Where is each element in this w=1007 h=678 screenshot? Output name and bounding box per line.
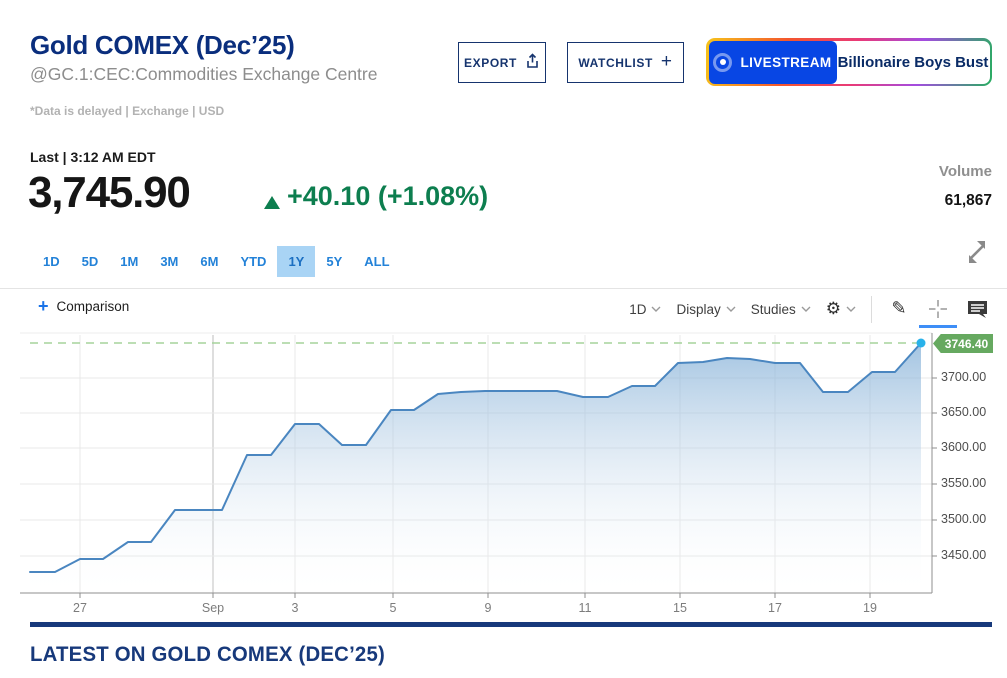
page-title: Gold COMEX (Dec’25) (30, 30, 295, 60)
last-price: 3,745.90 (28, 168, 191, 217)
fullscreen-expand-icon[interactable] (963, 238, 991, 266)
x-axis-label: 17 (768, 601, 782, 615)
range-tab-all[interactable]: ALL (364, 254, 390, 269)
data-delay-note: *Data is delayed | Exchange | USD (30, 104, 225, 118)
range-tab-bar: 1D 5D 1M 3M 6M YTD 1Y 5Y ALL (32, 246, 401, 277)
watchlist-button-label: WATCHLIST (578, 55, 653, 70)
range-tab-5d[interactable]: 5D (81, 254, 99, 269)
studies-dropdown[interactable]: Studies (751, 302, 811, 317)
x-axis-label: 15 (673, 601, 687, 615)
add-comparison-button[interactable]: + Comparison (38, 297, 129, 315)
comments-button[interactable] (965, 297, 989, 321)
range-tab-3m[interactable]: 3M (160, 254, 179, 269)
y-axis-label: 3500.00 (941, 512, 987, 526)
x-axis-label: 27 (73, 601, 87, 615)
volume-value: 61,867 (944, 192, 992, 209)
section-rule (30, 622, 992, 627)
range-tab-ytd[interactable]: YTD (240, 254, 267, 269)
x-axis-label: Sep (201, 601, 225, 615)
display-label: Display (676, 301, 721, 317)
volume-label: Volume (938, 163, 992, 180)
chevron-down-icon (651, 306, 661, 312)
export-icon (525, 53, 540, 72)
up-arrow-icon (264, 196, 280, 209)
range-tab-1m[interactable]: 1M (120, 254, 139, 269)
section-heading: LATEST ON GOLD COMEX (DEC’25) (30, 643, 385, 666)
range-tab-6m[interactable]: 6M (200, 254, 219, 269)
interval-dropdown[interactable]: 1D (629, 302, 661, 317)
live-radio-icon (713, 52, 733, 72)
export-button[interactable]: EXPORT (458, 42, 546, 83)
watchlist-button[interactable]: WATCHLIST + (567, 42, 684, 83)
y-axis-label: 3550.00 (941, 476, 987, 490)
price-chart[interactable] (0, 330, 1007, 620)
interval-value: 1D (629, 301, 647, 317)
current-price-badge: 3746.40 (933, 334, 993, 353)
plus-icon: + (660, 50, 673, 72)
display-dropdown[interactable]: Display (676, 301, 736, 317)
price-chart-panel: 3746.40 3700.00 3650.00 3600.00 3550.00 3500… (0, 330, 1007, 620)
livestream-label: LIVESTREAM (740, 54, 832, 70)
export-button-label: EXPORT (464, 55, 517, 70)
last-timestamp: Last | 3:12 AM EDT (30, 149, 156, 165)
comment-icon (967, 300, 987, 318)
x-axis-label: 3 (291, 601, 299, 615)
crosshair-icon (929, 300, 947, 318)
x-axis-label: 9 (484, 601, 492, 615)
price-change: +40.10 (+1.08%) (287, 181, 489, 211)
crosshair-tool-button[interactable] (919, 297, 957, 328)
pencil-icon: ✎ (891, 298, 907, 319)
gear-icon: ⚙ (825, 298, 841, 319)
plus-icon: + (38, 296, 49, 316)
chevron-down-icon (726, 306, 736, 312)
settings-dropdown[interactable]: ⚙ (825, 298, 856, 319)
y-axis-label: 3700.00 (941, 370, 987, 384)
symbol-subtitle: @GC.1:CEC:Commodities Exchange Centre (30, 64, 378, 84)
x-axis-label: 5 (389, 601, 397, 615)
draw-tool-button[interactable]: ✎ (887, 297, 911, 321)
chevron-down-icon (846, 306, 856, 312)
livestream-button[interactable]: LIVESTREAM (708, 40, 837, 84)
x-axis-label: 11 (578, 601, 592, 615)
y-axis-label: 3650.00 (941, 405, 987, 419)
x-axis-label: 19 (863, 601, 877, 615)
chevron-down-icon (801, 306, 811, 312)
range-tab-1y[interactable]: 1Y (277, 246, 316, 277)
range-tab-1d[interactable]: 1D (43, 254, 60, 269)
comparison-label: Comparison (56, 298, 130, 314)
studies-label: Studies (750, 301, 796, 317)
y-axis-label: 3600.00 (941, 440, 987, 454)
divider (0, 288, 1007, 289)
livestream-promo: LIVESTREAM Billionaire Boys Bust (706, 38, 992, 86)
range-tab-5y[interactable]: 5Y (326, 254, 343, 269)
chart-toolbar: + Comparison 1D Display Studies ⚙ ✎ (0, 290, 1007, 330)
divider (871, 295, 872, 323)
y-axis-label: 3450.00 (941, 548, 987, 562)
livestream-show-title[interactable]: Billionaire Boys Bust (837, 53, 989, 71)
